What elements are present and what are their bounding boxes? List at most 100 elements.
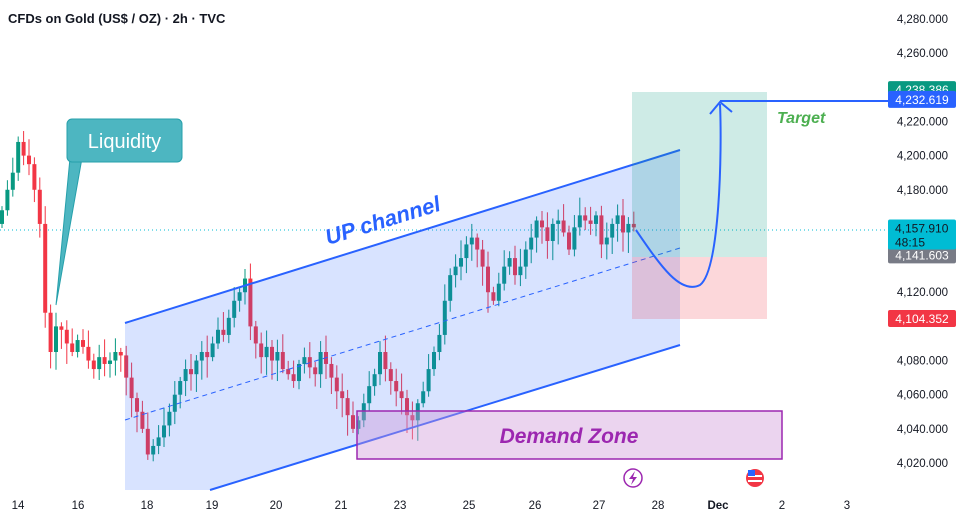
svg-text:4,157.910: 4,157.910 bbox=[895, 221, 949, 235]
candle bbox=[140, 400, 145, 433]
arrow-head-icon bbox=[709, 100, 733, 115]
price-tag: 4,141.603 bbox=[888, 246, 956, 264]
candle bbox=[259, 332, 264, 374]
channel-fill bbox=[125, 150, 680, 490]
projection-curve[interactable] bbox=[635, 103, 722, 288]
chart-title: CFDs on Gold (US$ / OZ) · 2h · TVC bbox=[8, 11, 226, 26]
candle bbox=[27, 139, 31, 176]
candle bbox=[318, 341, 323, 388]
candle bbox=[135, 392, 139, 433]
svg-text:4,141.603: 4,141.603 bbox=[895, 248, 949, 262]
candle bbox=[351, 401, 355, 433]
candle bbox=[253, 320, 258, 359]
x-tick-label: 28 bbox=[652, 500, 665, 512]
candle bbox=[529, 223, 534, 264]
candle bbox=[426, 354, 431, 397]
candle bbox=[124, 345, 129, 396]
x-tick-label: 16 bbox=[72, 500, 85, 512]
candle bbox=[518, 248, 523, 287]
candle bbox=[534, 216, 539, 253]
candle bbox=[129, 362, 134, 418]
candle bbox=[216, 317, 220, 349]
candle bbox=[221, 312, 226, 342]
candle bbox=[464, 236, 469, 274]
candle bbox=[631, 211, 636, 232]
candle bbox=[102, 339, 107, 377]
candle bbox=[480, 239, 485, 286]
candle bbox=[237, 288, 242, 312]
candle bbox=[248, 263, 253, 341]
candle bbox=[410, 401, 415, 440]
countdown: 48:15 bbox=[895, 235, 925, 249]
y-tick-label: 4,080.000 bbox=[897, 356, 948, 368]
candle bbox=[604, 222, 609, 260]
candle bbox=[448, 268, 453, 312]
candle bbox=[5, 180, 10, 216]
x-tick-label: Dec bbox=[707, 500, 729, 512]
candle bbox=[156, 425, 161, 455]
candle bbox=[556, 209, 561, 245]
candle bbox=[583, 207, 588, 231]
candle bbox=[37, 177, 42, 238]
candle bbox=[388, 362, 393, 395]
candle bbox=[545, 212, 550, 259]
candle bbox=[280, 334, 285, 374]
candle bbox=[540, 210, 544, 244]
y-tick-label: 4,120.000 bbox=[897, 287, 948, 299]
demand-zone-label: Demand Zone bbox=[500, 425, 639, 448]
price-tag: 4,232.619 bbox=[888, 90, 956, 108]
candle bbox=[275, 339, 280, 382]
candle bbox=[599, 205, 604, 259]
candle bbox=[81, 329, 85, 354]
candle bbox=[59, 322, 64, 349]
candle bbox=[378, 341, 382, 386]
candle bbox=[502, 250, 507, 291]
y-tick-label: 4,060.000 bbox=[897, 390, 948, 402]
candle bbox=[75, 334, 80, 358]
candle bbox=[372, 368, 377, 396]
channel-upper-line[interactable] bbox=[124, 149, 681, 324]
liquidity-label: Liquidity bbox=[88, 131, 161, 153]
liquidity-pointer bbox=[55, 157, 83, 306]
x-tick-label: 23 bbox=[394, 500, 407, 512]
candle bbox=[10, 157, 15, 197]
candle bbox=[513, 245, 517, 285]
candle bbox=[367, 371, 372, 412]
lightning-event-icon[interactable] bbox=[623, 468, 643, 488]
candle bbox=[16, 136, 21, 181]
candle bbox=[486, 251, 490, 313]
candle bbox=[421, 381, 426, 408]
candle bbox=[340, 373, 345, 418]
candle bbox=[459, 240, 463, 281]
candle bbox=[523, 241, 528, 279]
candle bbox=[113, 338, 118, 376]
candle bbox=[469, 223, 474, 261]
candle bbox=[496, 272, 501, 307]
long-target-zone[interactable] bbox=[632, 92, 767, 257]
candle bbox=[399, 373, 404, 415]
candle bbox=[70, 328, 75, 357]
candle bbox=[43, 206, 48, 328]
x-tick-label: 25 bbox=[463, 500, 476, 512]
x-tick-label: 14 bbox=[12, 500, 25, 512]
y-tick-label: 4,020.000 bbox=[897, 458, 948, 470]
y-tick-label: 4,280.000 bbox=[897, 14, 948, 26]
channel-lower-line[interactable] bbox=[209, 344, 681, 491]
candle bbox=[415, 399, 420, 441]
candle bbox=[594, 211, 598, 237]
price-tag: 4,104.352 bbox=[888, 309, 956, 327]
candle bbox=[91, 353, 96, 379]
candle bbox=[162, 407, 166, 447]
candle bbox=[567, 225, 571, 256]
liquidity-callout[interactable] bbox=[66, 118, 183, 163]
candle bbox=[54, 312, 58, 370]
demand-zone[interactable] bbox=[356, 410, 783, 460]
candle bbox=[297, 359, 301, 390]
candle bbox=[189, 354, 193, 391]
us-flag-icon[interactable] bbox=[746, 469, 764, 487]
long-stop-zone[interactable] bbox=[632, 257, 767, 319]
y-tick-label: 4,220.000 bbox=[897, 116, 948, 128]
candle bbox=[21, 131, 26, 166]
